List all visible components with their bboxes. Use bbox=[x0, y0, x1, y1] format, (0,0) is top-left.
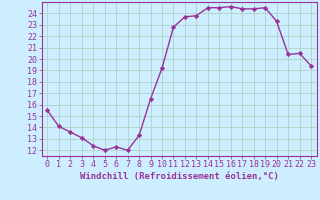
X-axis label: Windchill (Refroidissement éolien,°C): Windchill (Refroidissement éolien,°C) bbox=[80, 172, 279, 181]
